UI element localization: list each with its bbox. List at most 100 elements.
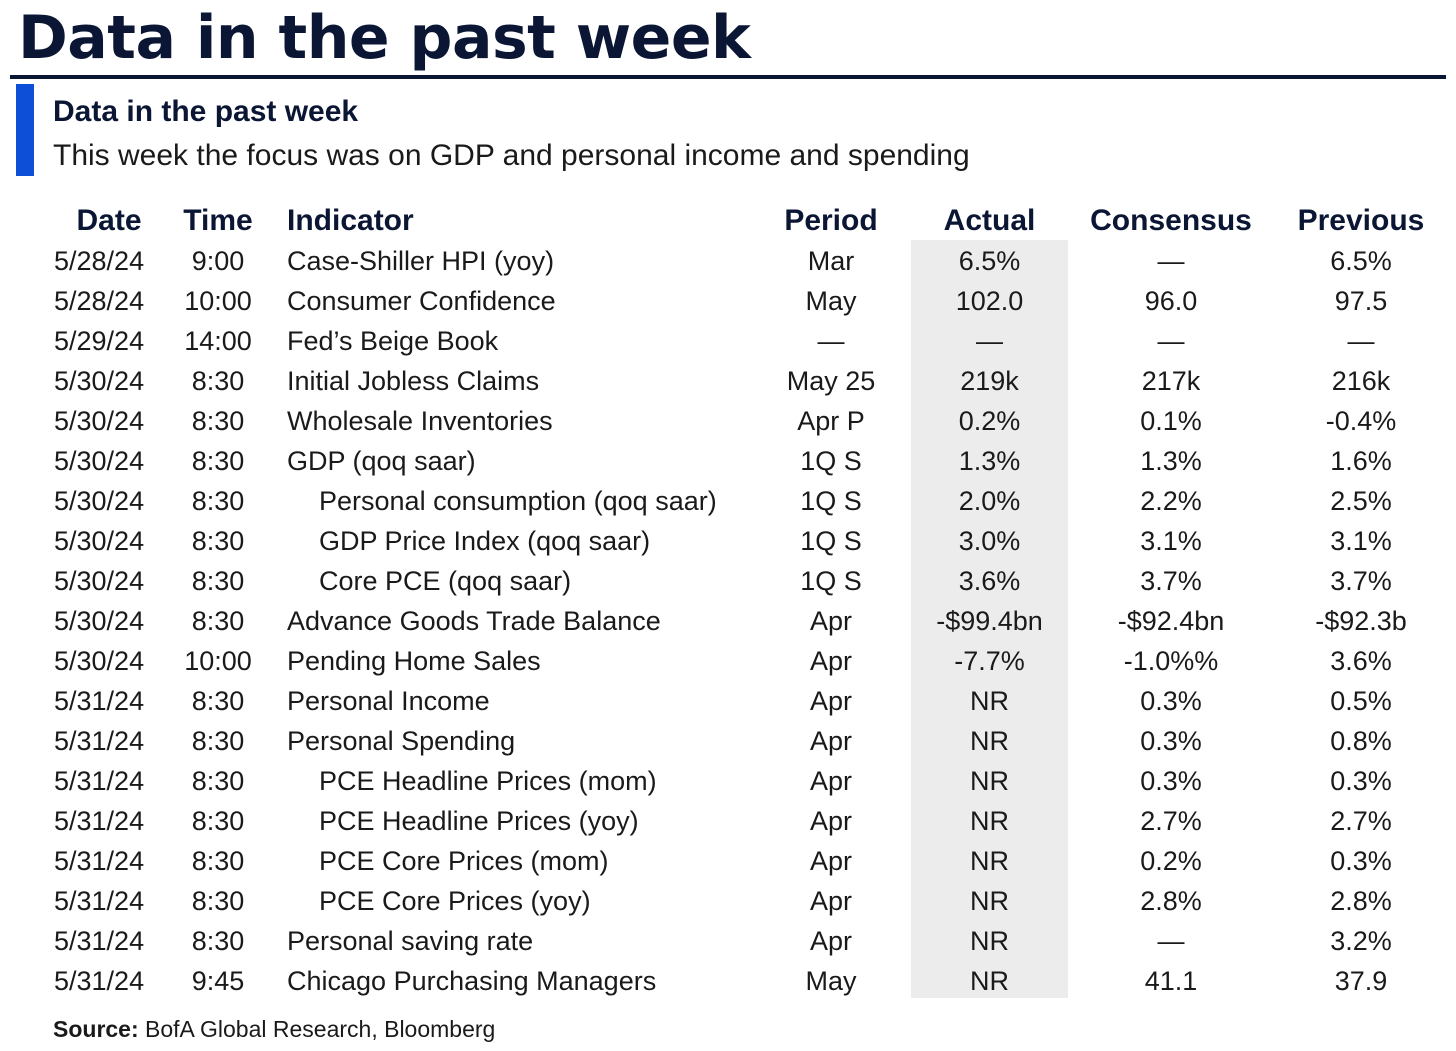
cell-consensus: — bbox=[1157, 246, 1185, 276]
title-divider bbox=[10, 75, 1446, 79]
cell-indicator: PCE Core Prices (mom) bbox=[319, 846, 609, 876]
cell-indicator: Pending Home Sales bbox=[287, 646, 541, 676]
cell-consensus: 2.8% bbox=[1140, 886, 1202, 916]
cell-actual: 2.0% bbox=[958, 486, 1021, 516]
cell-date: 5/28/24 bbox=[54, 286, 145, 316]
table-row: 5/31/24 8:30 PCE Core Prices (yoy) Apr NR 2.8… bbox=[0, 881, 1456, 921]
table-row: 5/29/24 14:00 Fed’s Beige Book — — — — bbox=[0, 321, 1456, 361]
cell-time: 8:30 bbox=[191, 606, 245, 636]
cell-period: 1Q S bbox=[800, 566, 862, 596]
cell-indicator: GDP Price Index (qoq saar) bbox=[319, 526, 651, 556]
cell-previous: 0.8% bbox=[1330, 726, 1392, 756]
cell-indicator: Personal Income bbox=[287, 686, 490, 716]
cell-date: 5/30/24 bbox=[54, 566, 145, 596]
cell-period: May bbox=[805, 286, 857, 316]
cell-period: — bbox=[817, 326, 845, 356]
cell-consensus: 3.7% bbox=[1140, 566, 1202, 596]
header-time: Time bbox=[183, 204, 253, 237]
cell-date: 5/31/24 bbox=[54, 926, 145, 956]
cell-consensus: — bbox=[1157, 326, 1185, 356]
cell-actual: NR bbox=[970, 926, 1009, 956]
cell-actual: NR bbox=[970, 686, 1009, 716]
table-row: 5/31/24 8:30 Personal Spending Apr NR 0.3% 0.8… bbox=[0, 721, 1456, 761]
page-title: Data in the past week bbox=[18, 3, 751, 73]
cell-consensus: 0.2% bbox=[1140, 846, 1202, 876]
table-row: 5/31/24 8:30 Personal Income Apr NR 0.3% 0.5% bbox=[0, 681, 1456, 721]
cell-indicator: Advance Goods Trade Balance bbox=[287, 606, 661, 636]
cell-consensus: 217k bbox=[1141, 366, 1201, 396]
cell-actual: 102.0 bbox=[955, 286, 1024, 316]
cell-time: 8:30 bbox=[191, 566, 245, 596]
figure-title: Data in the past week bbox=[53, 95, 359, 128]
cell-period: Apr bbox=[809, 726, 853, 756]
cell-period: 1Q S bbox=[800, 446, 862, 476]
cell-date: 5/31/24 bbox=[54, 766, 145, 796]
table-body: 5/28/24 9:00 Case-Shiller HPI (yoy) Mar 6.5%… bbox=[0, 241, 1456, 1001]
actual-column-highlight bbox=[911, 240, 1068, 998]
cell-time: 8:30 bbox=[191, 446, 245, 476]
cell-time: 9:45 bbox=[191, 966, 245, 996]
cell-previous: 3.1% bbox=[1330, 526, 1392, 556]
table-row: 5/31/24 8:30 PCE Headline Prices (yoy) Apr N… bbox=[0, 801, 1456, 841]
cell-date: 5/31/24 bbox=[54, 886, 145, 916]
cell-indicator: Personal saving rate bbox=[287, 926, 534, 956]
table-row: 5/30/24 8:30 Wholesale Inventories Apr P 0.2… bbox=[0, 401, 1456, 441]
cell-date: 5/31/24 bbox=[54, 966, 145, 996]
cell-period: Apr P bbox=[797, 406, 865, 436]
cell-period: Apr bbox=[809, 646, 853, 676]
cell-actual: NR bbox=[970, 806, 1009, 836]
source-note: Source: BofA Global Research, Bloomberg bbox=[53, 1012, 495, 1046]
header-indicator: Indicator bbox=[287, 204, 414, 237]
cell-actual: NR bbox=[970, 846, 1009, 876]
cell-indicator: Consumer Confidence bbox=[287, 286, 556, 316]
cell-time: 14:00 bbox=[184, 326, 252, 356]
cell-actual: 1.3% bbox=[958, 446, 1021, 476]
cell-period: Apr bbox=[809, 686, 853, 716]
cell-consensus: 96.0 bbox=[1144, 286, 1198, 316]
table-row: 5/31/24 8:30 Personal saving rate Apr NR — 3.2… bbox=[0, 921, 1456, 961]
cell-period: 1Q S bbox=[800, 526, 862, 556]
cell-date: 5/30/24 bbox=[54, 526, 145, 556]
cell-previous: 0.5% bbox=[1330, 686, 1392, 716]
cell-previous: 0.3% bbox=[1330, 846, 1392, 876]
cell-previous: 2.5% bbox=[1330, 486, 1392, 516]
cell-consensus: 0.1% bbox=[1140, 406, 1202, 436]
cell-previous: 216k bbox=[1331, 366, 1391, 396]
cell-actual: — bbox=[976, 326, 1003, 356]
cell-actual: 3.6% bbox=[958, 566, 1021, 596]
cell-actual: 0.2% bbox=[958, 406, 1021, 436]
cell-previous: 97.5 bbox=[1334, 286, 1388, 316]
table-row: 5/31/24 8:30 PCE Core Prices (mom) Apr NR 0.2… bbox=[0, 841, 1456, 881]
cell-date: 5/30/24 bbox=[54, 606, 145, 636]
cell-time: 8:30 bbox=[191, 846, 245, 876]
cell-previous: -0.4% bbox=[1325, 406, 1397, 436]
cell-previous: 1.6% bbox=[1330, 446, 1392, 476]
cell-actual: -$99.4bn bbox=[936, 606, 1043, 636]
cell-actual: NR bbox=[970, 766, 1009, 796]
cell-time: 8:30 bbox=[191, 766, 245, 796]
cell-time: 8:30 bbox=[191, 926, 245, 956]
cell-previous: — bbox=[1347, 326, 1375, 356]
cell-indicator: Personal Spending bbox=[287, 726, 516, 756]
cell-indicator: PCE Headline Prices (mom) bbox=[319, 766, 657, 796]
cell-consensus: 0.3% bbox=[1140, 686, 1202, 716]
cell-time: 8:30 bbox=[191, 486, 245, 516]
cell-actual: -7.7% bbox=[954, 646, 1025, 676]
cell-actual: NR bbox=[970, 886, 1009, 916]
table-row: 5/30/24 8:30 GDP (qoq saar) 1Q S 1.3% 1.3% 1.6… bbox=[0, 441, 1456, 481]
cell-consensus: 0.3% bbox=[1140, 726, 1202, 756]
cell-previous: 3.6% bbox=[1330, 646, 1392, 676]
cell-date: 5/30/24 bbox=[54, 486, 145, 516]
cell-time: 8:30 bbox=[191, 686, 245, 716]
figure-subtitle: This week the focus was on GDP and perso… bbox=[53, 139, 970, 172]
cell-consensus: 0.3% bbox=[1140, 766, 1202, 796]
cell-period: May 25 bbox=[786, 366, 876, 396]
cell-consensus: 41.1 bbox=[1144, 966, 1198, 996]
cell-previous: 3.7% bbox=[1330, 566, 1392, 596]
cell-indicator: Personal consumption (qoq saar) bbox=[319, 486, 717, 516]
cell-date: 5/31/24 bbox=[54, 686, 145, 716]
header-consensus: Consensus bbox=[1090, 204, 1252, 237]
cell-date: 5/30/24 bbox=[54, 446, 145, 476]
table-row: 5/30/24 8:30 GDP Price Index (qoq saar) 1Q … bbox=[0, 521, 1456, 561]
cell-indicator: Initial Jobless Claims bbox=[287, 366, 540, 396]
